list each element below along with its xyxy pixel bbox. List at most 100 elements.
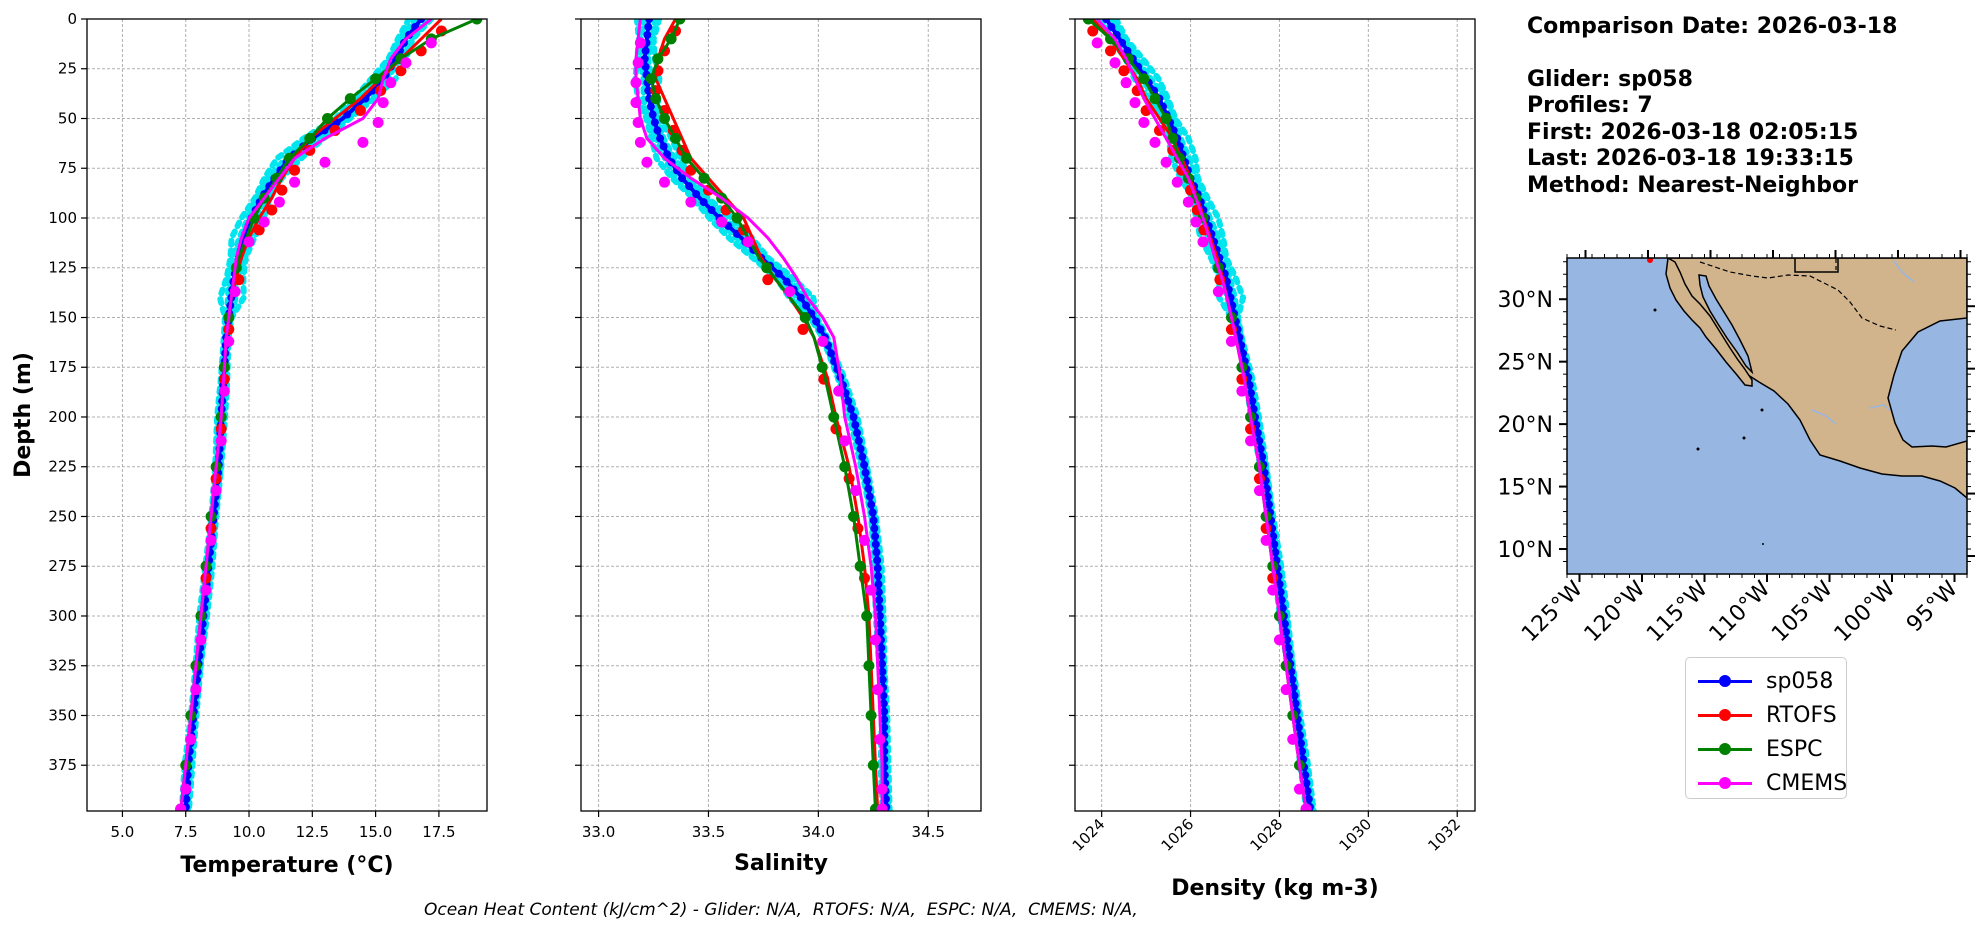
data-point [812,317,821,326]
data-point [874,572,883,581]
data-point [1258,452,1267,461]
data-point [1280,684,1292,696]
data-point [1285,651,1294,660]
glider-name: Glider: sp058 [1527,66,1693,92]
data-point [680,152,692,164]
data-point [644,22,653,31]
data-point [233,274,245,286]
location-map [1567,258,1967,574]
map-island [1762,543,1764,545]
x-tick-label: 34.5 [912,823,945,841]
x-tick-label: 12.5 [296,823,329,841]
data-point [400,57,412,69]
y-tick-label: 300 [48,607,77,625]
data-point [425,37,437,49]
data-point [243,236,255,248]
lat-label: 20°N [1498,413,1553,438]
data-point [828,411,840,423]
x-tick-label: 10.0 [232,823,265,841]
data-point [867,500,876,509]
y-tick-label: 275 [48,557,77,575]
x-tick-label: 1024 [1069,815,1109,855]
data-point [1283,635,1292,644]
y-tick-label: 250 [48,507,77,525]
data-point [880,715,889,724]
data-point [1129,97,1141,109]
data-point [878,675,887,684]
data-point [1138,73,1150,85]
temperature-panel: 5.0 7.5 10.0 12.5 15.0 17.5 0 25 50 75 100 125 150 17… [48,10,488,841]
lon-label: 105°W [1767,576,1838,647]
glider-profile-line [1098,19,1312,811]
data-point [872,684,884,696]
data-point [1282,627,1291,636]
data-point [1263,492,1272,501]
data-point [1248,397,1257,406]
data-point [659,112,671,124]
legend-label: RTOFS [1766,702,1837,728]
method: Method: Nearest-Neighbor [1527,172,1858,198]
data-point [678,174,687,183]
data-point [839,435,851,447]
data-point [850,485,862,497]
map-land-baja [1665,258,1753,387]
data-point [844,397,853,406]
data-point [1298,747,1307,756]
data-point [395,65,407,77]
y-tick-label: 75 [58,159,77,177]
data-point [1190,216,1202,228]
data-point [1082,19,1094,25]
data-point [817,335,829,347]
x-tick-label: 33.5 [692,823,725,841]
data-point [868,508,877,517]
axes-frame [86,18,488,812]
data-point [859,534,871,546]
legend-item-sp058: sp058 [1696,666,1833,696]
depth-axis-label: Depth (m) [11,352,36,478]
data-point [354,105,366,117]
data-point [641,62,650,71]
lat-label: 10°N [1498,538,1553,563]
data-point [634,37,646,49]
data-point [1302,779,1311,788]
data-point [632,57,644,69]
y-tick-label: 325 [48,657,77,675]
y-tick-label: 0 [67,10,77,28]
lat-label: 25°N [1498,351,1553,376]
data-point [878,659,887,668]
ocean-heat-content-text: Ocean Heat Content (kJ/cm^2) - Glider: N… [424,900,1138,920]
series-line [1096,19,1308,811]
data-point [731,212,743,224]
data-point [175,803,187,811]
data-point [876,803,888,811]
data-point [218,385,230,397]
data-point [784,286,796,298]
lon-label: 125°W [1517,576,1588,647]
data-point [273,196,285,208]
data-point [322,112,334,124]
data-point [854,436,863,445]
data-point [1167,132,1179,144]
data-point [289,164,301,176]
data-point [853,428,862,437]
data-point [1303,787,1312,796]
data-point [875,604,884,613]
data-point [634,136,646,148]
data-point [182,795,191,804]
data-point [630,77,642,89]
data-point [1273,634,1285,646]
map-island [1742,436,1746,440]
data-point [1091,37,1103,49]
y-tick-label: 175 [48,358,77,376]
data-point [796,293,805,302]
data-point [645,19,654,23]
y-tick-label: 375 [48,756,77,774]
data-point [1245,381,1254,390]
data-point [652,53,664,65]
data-point [1149,93,1161,105]
data-point [864,484,873,493]
axes-frame [1074,18,1476,812]
data-point [645,73,657,85]
data-point [276,184,288,196]
data-point [1197,236,1209,248]
